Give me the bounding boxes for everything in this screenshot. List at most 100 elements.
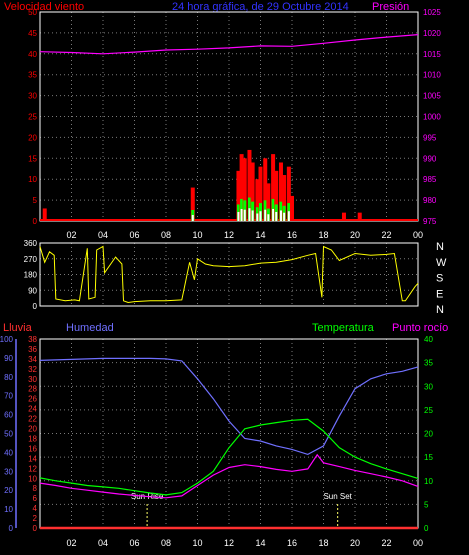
wind-x-tick-label: 10 [192, 230, 202, 240]
wind-y-tick-label: 40 [28, 50, 37, 59]
humidity-y-tick-label: 28 [28, 385, 37, 394]
temp-x-tick-label: 16 [287, 538, 297, 548]
humidity-y-tick-label: 18 [28, 434, 37, 443]
wind-x-tick-label: 06 [129, 230, 139, 240]
rain-y-tick-label: 80 [4, 373, 13, 382]
wind-minimum-bar [256, 213, 259, 221]
wind-x-tick-label: 16 [287, 230, 297, 240]
humidity-y-tick-label: 30 [28, 375, 37, 384]
chart-title: 24 hora gráfica, de 29 Octubre 2014 [172, 1, 349, 13]
rain-y-tick-label: 10 [4, 505, 13, 514]
wind-x-tick-label: 22 [381, 230, 391, 240]
wind-speed-bar [250, 162, 255, 221]
wind-x-tick-label: 20 [350, 230, 360, 240]
wind-speed-bar [239, 154, 244, 221]
pressure-y-tick-label: 1025 [423, 8, 441, 17]
temperature-axis-title: Temperatura [312, 322, 375, 334]
wind-minimum-bar [237, 211, 240, 221]
compass-label: E [436, 288, 443, 300]
direction-y-tick-label: 90 [28, 286, 37, 295]
temp-x-tick-label: 12 [224, 538, 234, 548]
wind-y-tick-label: 10 [28, 175, 37, 184]
pressure-y-tick-label: 1015 [423, 50, 441, 59]
humidity-y-tick-label: 22 [28, 415, 37, 424]
wind-y-tick-label: 20 [28, 133, 37, 142]
compass-label: N [436, 304, 444, 316]
wind-x-tick-label: 14 [255, 230, 265, 240]
temp-x-tick-label: 22 [381, 538, 391, 548]
dew-point-axis-title: Punto rocío [392, 322, 448, 334]
rain-y-tick-label: 90 [4, 354, 13, 363]
wind-minimum-bar [251, 210, 254, 221]
temperature-y-tick-label: 10 [424, 477, 433, 486]
rain-y-tick-label: 70 [4, 392, 13, 401]
humidity-y-tick-label: 38 [28, 335, 37, 344]
pressure-title: Presión [372, 1, 409, 13]
temp-x-tick-label: 20 [350, 538, 360, 548]
wind-speed-bar [258, 166, 263, 221]
wind-minimum-bar [259, 211, 262, 221]
wind-speed-bar [236, 170, 241, 221]
humidity-y-tick-label: 12 [28, 464, 37, 473]
wind-speed-bar [255, 179, 260, 221]
wind-direction-line [39, 245, 419, 304]
humidity-y-tick-label: 24 [28, 405, 37, 414]
wind-speed-bar [274, 170, 279, 221]
humidity-y-tick-label: 34 [28, 355, 37, 364]
temperature-y-tick-label: 35 [424, 359, 433, 368]
temp-x-tick-label: 02 [66, 538, 76, 548]
wind-y-tick-label: 0 [33, 217, 38, 226]
humidity-y-tick-label: 16 [28, 444, 37, 453]
humidity-axis-title: Humedad [66, 322, 114, 334]
humidity-y-tick-label: 6 [33, 494, 38, 503]
pressure-y-tick-label: 1000 [423, 113, 441, 122]
temperature-y-tick-label: 15 [424, 453, 433, 462]
wind-speed-bar [278, 162, 283, 221]
pressure-y-tick-label: 1010 [423, 71, 441, 80]
rain-y-tick-label: 60 [4, 411, 13, 420]
wind-minimum-bar [248, 208, 251, 221]
rain-y-tick-label: 40 [4, 448, 13, 457]
temperature-y-tick-label: 25 [424, 406, 433, 415]
humidity-y-tick-label: 0 [33, 524, 38, 533]
temp-x-tick-label: 10 [192, 538, 202, 548]
humidity-y-tick-label: 14 [28, 454, 37, 463]
wind-minimum-bar [283, 212, 286, 221]
wind-x-tick-label: 04 [98, 230, 108, 240]
wind-speed-bar [247, 149, 252, 221]
temperature-y-tick-label: 30 [424, 382, 433, 391]
wind-minimum-bar [240, 208, 243, 221]
wind-x-tick-label: 00 [413, 230, 423, 240]
wind-direction-frame [39, 242, 419, 307]
temp-x-tick-label: 08 [161, 538, 171, 548]
pressure-y-tick-label: 1020 [423, 29, 441, 38]
direction-y-tick-label: 180 [24, 271, 38, 280]
temperature-line [39, 418, 419, 496]
wind-minimum-bar [243, 209, 246, 221]
pressure-y-tick-label: 1005 [423, 92, 441, 101]
wind-speed-bar [341, 212, 346, 221]
wind-speed-bar [42, 208, 47, 221]
humidity-y-tick-label: 4 [33, 504, 38, 513]
wind-pressure-panel: 0510152025303540455097598098599099510001… [28, 8, 441, 240]
temp-x-tick-label: 06 [129, 538, 139, 548]
wind-minimum-bar [275, 211, 278, 221]
humidity-y-tick-label: 20 [28, 425, 37, 434]
compass-label: S [436, 273, 443, 285]
wind-speed-title: Velocidad viento [4, 1, 84, 13]
wind-y-tick-label: 35 [28, 71, 37, 80]
direction-y-tick-label: 270 [24, 255, 38, 264]
wind-x-tick-label: 02 [66, 230, 76, 240]
wind-x-tick-label: 18 [318, 230, 328, 240]
wind-minimum-bar [267, 214, 270, 221]
wind-minimum-bar [264, 209, 267, 221]
wind-speed-bar [242, 158, 247, 221]
wind-minimum-bar [279, 210, 282, 221]
wind-speed-bar [263, 158, 268, 221]
wind-speed-bar [357, 212, 362, 221]
temp-x-tick-label: 18 [318, 538, 328, 548]
temp-x-tick-label: 00 [413, 538, 423, 548]
humidity-y-tick-label: 36 [28, 345, 37, 354]
